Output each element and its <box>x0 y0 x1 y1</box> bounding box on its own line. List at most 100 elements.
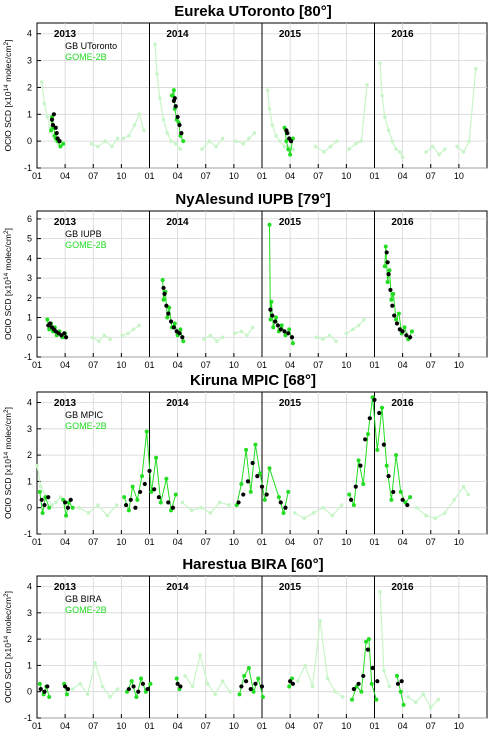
gome2b-point <box>374 697 379 702</box>
y-axis-label-part: 14 <box>3 451 10 459</box>
y-tick-label: -1 <box>24 529 32 539</box>
y-tick-label: 1 <box>27 660 32 670</box>
gome2b-light-point <box>38 484 43 489</box>
gome2b-point <box>364 639 369 644</box>
gb-point <box>259 484 265 489</box>
y-tick-label: 1 <box>27 476 32 486</box>
gome2b-light-point <box>362 317 366 322</box>
gome2b-point <box>262 497 267 502</box>
gome2b-light-point <box>173 142 178 146</box>
gome2b-light-point <box>96 144 100 149</box>
gome2b-point <box>276 495 281 500</box>
gome2b-light-point <box>35 463 39 468</box>
y-axis-label-part: 2 <box>3 230 10 234</box>
gb-point <box>175 114 180 120</box>
gome2b-point <box>171 88 176 93</box>
gome2b-light-point <box>467 139 471 143</box>
gome2b-light-point <box>78 682 82 686</box>
year-label: 2016 <box>391 217 414 228</box>
gome2b-light-point <box>233 139 238 143</box>
gome2b-point <box>286 489 291 494</box>
x-tick-label: 07 <box>201 360 211 370</box>
gome2b-light-point <box>77 505 81 510</box>
x-tick-label: 01 <box>144 721 154 731</box>
gome2b-point <box>58 144 63 149</box>
gome2b-light-point <box>142 128 146 133</box>
year-label: 2015 <box>279 29 302 40</box>
gb-point <box>275 323 281 328</box>
gome2b-point <box>391 291 396 296</box>
gome2b-light-point <box>39 80 44 84</box>
gome2b-point <box>70 505 75 510</box>
y-tick-label: 4 <box>27 253 32 263</box>
gome2b-point <box>258 471 263 476</box>
gb-point <box>128 497 133 502</box>
gome2b-light-point <box>327 333 332 338</box>
gome2b-light-point <box>382 668 386 673</box>
gome2b-light-point <box>310 684 315 689</box>
gb-point <box>394 321 400 326</box>
x-tick-label: 01 <box>32 360 42 370</box>
gb-point <box>54 130 59 136</box>
gome2b-light-point <box>274 133 278 138</box>
gb-point <box>63 684 68 689</box>
year-label: 2015 <box>279 217 302 228</box>
year-label: 2016 <box>391 582 414 593</box>
gome2b-light-point <box>378 61 382 66</box>
y-axis-label-part: ] <box>3 228 13 230</box>
gome2b-point <box>356 458 361 463</box>
gome2b-light-point <box>394 147 398 152</box>
gome2b-light-point <box>265 88 270 92</box>
gome2b-light-line <box>316 334 337 342</box>
x-tick-label: 10 <box>229 171 239 181</box>
gome2b-point <box>172 321 177 326</box>
y-axis-label-part: OClO SCD [x10 <box>3 459 13 519</box>
y-tick-label: 1 <box>27 109 32 119</box>
gome2b-point <box>181 339 186 344</box>
y-axis-label: OClO SCD [x1014 molec/cm2] <box>3 591 13 703</box>
gome2b-point <box>164 476 169 481</box>
y-tick-label: -1 <box>24 163 32 173</box>
gome2b-light-line <box>122 324 140 336</box>
x-tick-label: 10 <box>341 171 351 181</box>
gome2b-point <box>395 673 399 678</box>
y-tick-label: 2 <box>27 450 32 460</box>
gome2b-point <box>239 482 244 487</box>
gb-point <box>50 122 56 128</box>
x-tick-label: 07 <box>313 537 323 547</box>
gb-point <box>138 489 143 495</box>
gome2b-light-line <box>425 145 446 156</box>
gome2b-light-line <box>201 138 224 150</box>
gb-point <box>172 96 177 101</box>
gome2b-point <box>284 139 289 144</box>
y-tick-label: 4 <box>27 29 32 39</box>
gome2b-light-point <box>220 335 225 340</box>
gome2b-light-point <box>278 139 282 143</box>
x-tick-label: 01 <box>32 537 42 547</box>
gb-point <box>400 329 405 334</box>
gome2b-light-point <box>380 93 384 98</box>
gome2b-light-point <box>102 333 107 338</box>
gome2b-light-point <box>359 139 364 143</box>
gome2b-light-point <box>85 692 90 697</box>
gb-point <box>46 495 51 500</box>
gome2b-light-point <box>325 676 330 681</box>
gb-point <box>264 492 269 497</box>
gome2b-point <box>251 689 256 694</box>
gome2b-point <box>350 697 354 702</box>
gome2b-light-point <box>436 697 441 702</box>
gb-point <box>164 303 169 308</box>
gome2b-light-point <box>137 323 141 328</box>
gb-point <box>282 329 287 334</box>
gb-point <box>166 311 171 316</box>
gome2b-light-point <box>293 511 297 515</box>
x-tick-label: 07 <box>88 721 98 731</box>
x-tick-label: 04 <box>285 171 295 181</box>
gome2b-light-point <box>428 705 433 710</box>
gb-point <box>278 500 283 505</box>
